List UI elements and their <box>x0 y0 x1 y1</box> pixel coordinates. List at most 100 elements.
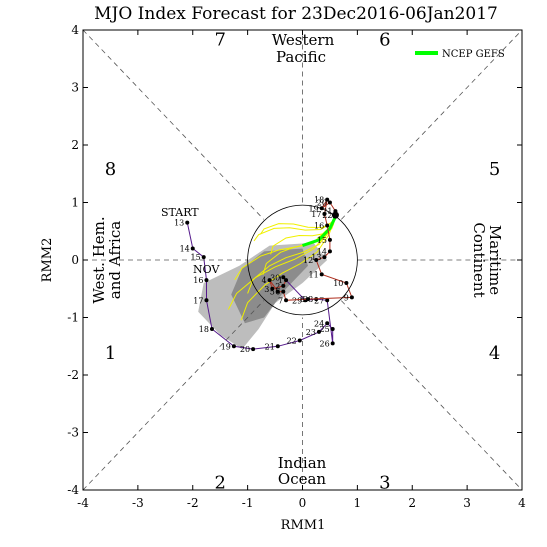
observed-nov-point <box>204 298 209 303</box>
region-line: West. Hem. <box>90 216 108 303</box>
observed-nov-day-label: 18 <box>199 325 209 334</box>
observed-dec-day-label: 6 <box>275 288 280 297</box>
phase-label: 2 <box>214 472 225 493</box>
observed-dec-point <box>270 286 275 291</box>
observed-dec-point <box>325 197 330 202</box>
observed-nov-day-label: 30 <box>270 273 280 282</box>
observed-nov-day-label: 19 <box>221 342 231 351</box>
x-tick-label: -3 <box>132 496 144 510</box>
x-tick-label: 4 <box>518 496 526 510</box>
observed-dec-point <box>325 223 330 228</box>
phase-divider <box>82 29 264 220</box>
observed-dec-point <box>281 289 286 294</box>
observed-dec-day-label: 13 <box>311 253 321 262</box>
y-tick-label: -4 <box>67 483 79 497</box>
observed-nov-day-label: 15 <box>191 253 201 262</box>
region-line: Indian <box>278 454 327 472</box>
y-tick-label: -3 <box>67 426 79 440</box>
observed-dec-day-label: 21 <box>322 207 332 216</box>
region-label-west-hem: West. Hem. and Africa <box>90 216 124 303</box>
y-axis-label: RMM2 <box>40 238 55 283</box>
plot-area: 1314151617181920212223242526272829301234… <box>174 196 354 354</box>
phase-label: 1 <box>105 343 116 364</box>
observed-dec-day-label: 12 <box>303 256 313 265</box>
region-label-western-pacific: Western Pacific <box>272 31 335 66</box>
observed-dec-day-label: 10 <box>333 279 343 288</box>
observed-dec-point <box>284 298 289 303</box>
observed-dec-day-label: 8 <box>300 295 305 304</box>
ensemble-spread-inner <box>231 248 308 324</box>
observed-nov-point <box>297 338 302 343</box>
observed-dec-point <box>267 278 272 283</box>
observed-dec-point <box>327 200 332 205</box>
x-tick-label: -4 <box>77 496 89 510</box>
x-tick-label: 1 <box>354 496 362 510</box>
observed-nov-day-label: 23 <box>306 328 316 337</box>
observed-dec-day-label: 20 <box>317 199 327 208</box>
observed-dec-point <box>322 212 327 216</box>
y-tick-label: -1 <box>67 311 79 325</box>
observed-dec-day-label: 11 <box>309 270 319 279</box>
observed-dec-day-label: 7 <box>278 296 283 305</box>
phase-divider <box>82 300 264 491</box>
phase-label: 6 <box>379 30 390 51</box>
phase-divider <box>341 300 523 491</box>
ensemble-mean-line <box>302 216 337 248</box>
y-tick-label: -2 <box>67 368 79 382</box>
phase-label: 5 <box>489 159 500 180</box>
y-tick-label: 2 <box>71 138 79 152</box>
region-line: Pacific <box>276 48 326 66</box>
x-tick-label: -2 <box>187 496 199 510</box>
observed-nov-point <box>209 327 214 331</box>
observed-dec-day-label: 17 <box>311 210 321 219</box>
observed-nov-day-label: 20 <box>240 345 250 354</box>
ensemble-member-line <box>259 216 336 235</box>
region-line: Ocean <box>278 470 327 488</box>
observed-dec-point <box>327 249 332 254</box>
observed-nov-point <box>325 321 330 326</box>
observed-dec-point <box>349 295 354 300</box>
observed-nov-day-label: 27 <box>314 296 324 305</box>
observed-nov-day-label: 22 <box>287 337 297 346</box>
x-tick-label: -1 <box>242 496 254 510</box>
observed-nov-point <box>330 341 335 346</box>
observed-dec-day-label: 16 <box>314 222 324 231</box>
y-tick-label: 1 <box>71 196 79 210</box>
observed-dec-point <box>314 258 319 262</box>
phase-divider <box>341 29 523 220</box>
region-line: and Africa <box>106 221 124 299</box>
legend: NCEP GEFS <box>415 49 505 60</box>
observed-dec-day-label: 14 <box>317 247 327 256</box>
region-label-indian-ocean: Indian Ocean <box>278 454 327 488</box>
observed-nov-point <box>281 275 286 280</box>
observed-nov-day-label: 14 <box>180 245 190 254</box>
region-label-maritime: Maritime Continent <box>470 222 504 297</box>
observed-nov-point <box>275 344 280 349</box>
observed-nov-day-label: 17 <box>193 296 203 305</box>
region-line: Western <box>272 31 335 49</box>
observed-dec-day-label: 1 <box>278 276 283 285</box>
observed-nov-point <box>190 246 195 251</box>
observed-dec-day-label: 9 <box>344 293 349 302</box>
phase-label: 7 <box>214 30 225 51</box>
phase-label: 3 <box>379 472 390 493</box>
observed-dec-day-label: 4 <box>261 276 266 285</box>
observed-dec-point <box>344 281 349 285</box>
x-tick-label: 3 <box>463 496 471 510</box>
observed-nov-day-label: 26 <box>319 339 329 348</box>
observed-nov-point <box>231 344 236 349</box>
nov-annotation: NOV <box>193 263 220 276</box>
observed-nov-day-label: 21 <box>265 342 275 351</box>
observed-dec-day-label: 3 <box>264 285 269 294</box>
y-tick-label: 3 <box>71 81 79 95</box>
observed-dec-point <box>319 272 324 277</box>
observed-nov-point <box>204 278 209 283</box>
region-line: Continent <box>470 222 488 297</box>
observed-dec-point <box>284 278 289 283</box>
observed-nov-day-label: 29 <box>292 296 302 305</box>
observed-dec-day-label: 18 <box>314 196 324 205</box>
observed-dec-day-label: 19 <box>309 204 319 213</box>
observed-dec-point <box>275 289 280 294</box>
legend-label: NCEP GEFS <box>442 49 505 60</box>
observed-nov-point <box>185 220 190 225</box>
